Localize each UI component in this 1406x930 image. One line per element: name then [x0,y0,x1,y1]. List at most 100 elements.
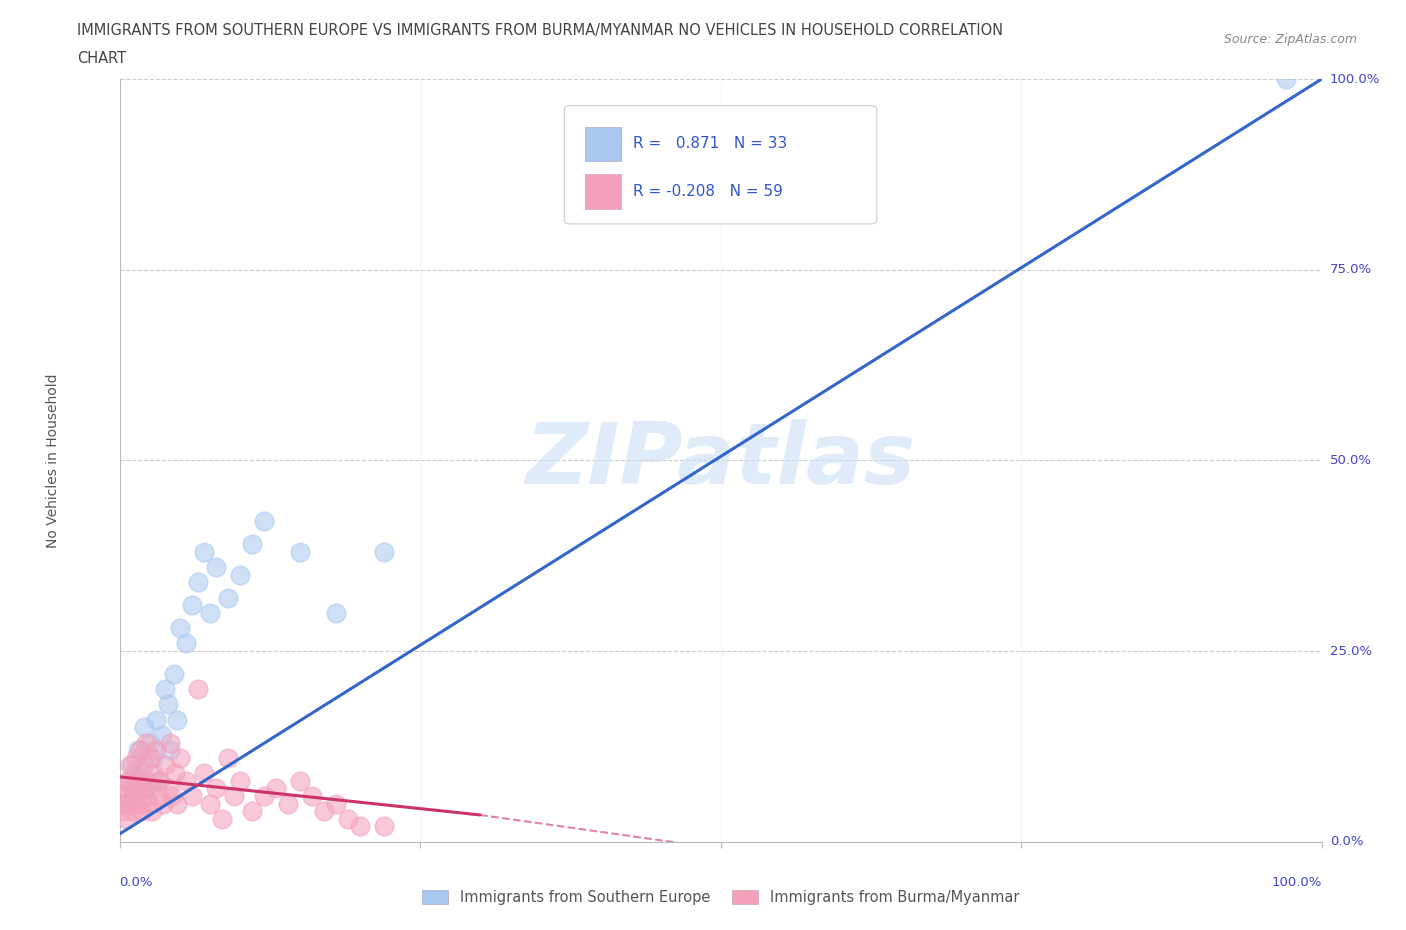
Point [118,773,141,788]
Text: R = -0.208   N = 59: R = -0.208 N = 59 [633,183,783,199]
Point [1274,72,1296,86]
Point [114,789,136,804]
Point [159,735,181,750]
Point [135,781,157,796]
Point [156,697,179,711]
Point [325,605,347,620]
Point [163,765,186,780]
Point [264,781,287,796]
Point [120,758,142,773]
Text: 25.0%: 25.0% [1330,644,1372,658]
Point [301,789,323,804]
Text: CHART: CHART [77,51,127,66]
Text: Source: ZipAtlas.com: Source: ZipAtlas.com [1223,33,1357,46]
Point [240,537,263,551]
Point [127,773,149,788]
Point [112,804,135,818]
Text: 50.0%: 50.0% [1330,454,1372,467]
Legend: Immigrants from Southern Europe, Immigrants from Burma/Myanmar: Immigrants from Southern Europe, Immigra… [416,884,1025,910]
Point [146,773,169,788]
Point [162,667,184,682]
Point [121,781,143,796]
FancyBboxPatch shape [564,106,877,224]
Point [121,758,143,773]
Point [166,712,188,727]
Point [131,804,153,818]
Point [162,789,184,804]
Point [149,773,172,788]
Point [349,819,371,834]
Point [180,598,202,613]
Text: 0.0%: 0.0% [120,876,153,889]
Point [118,796,141,811]
Point [125,751,148,765]
Point [169,620,191,635]
Point [312,804,335,818]
Point [153,758,176,773]
Point [145,712,167,727]
Point [139,781,162,796]
Point [217,751,239,765]
Point [193,544,215,559]
Point [198,796,221,811]
Point [138,735,160,750]
Point [198,605,221,620]
Point [136,773,159,788]
Point [193,765,215,780]
FancyBboxPatch shape [585,127,621,162]
Point [153,682,176,697]
Point [253,514,276,529]
Point [166,796,188,811]
FancyBboxPatch shape [585,175,621,208]
Point [124,789,146,804]
Point [132,758,155,773]
Point [145,743,167,758]
Point [217,591,239,605]
Point [211,811,233,826]
Point [240,804,263,818]
Point [159,743,181,758]
Point [288,773,311,788]
Point [135,735,157,750]
Point [169,751,191,765]
Point [138,751,160,765]
Point [277,796,299,811]
Point [132,720,155,735]
Point [142,765,165,780]
Text: 75.0%: 75.0% [1330,263,1372,276]
Point [128,796,150,811]
Text: IMMIGRANTS FROM SOUTHERN EUROPE VS IMMIGRANTS FROM BURMA/MYANMAR NO VEHICLES IN : IMMIGRANTS FROM SOUTHERN EUROPE VS IMMIG… [77,23,1004,38]
Point [141,804,163,818]
Text: ZIPatlas: ZIPatlas [526,418,915,502]
Point [150,727,173,742]
Point [114,796,136,811]
Point [174,773,197,788]
Text: No Vehicles in Household: No Vehicles in Household [46,373,60,548]
Point [187,682,209,697]
Point [204,560,226,575]
Point [142,751,165,765]
Point [204,781,226,796]
Point [152,796,174,811]
Point [288,544,311,559]
Point [115,811,138,826]
Point [373,819,395,834]
Point [336,811,359,826]
Text: R =   0.871   N = 33: R = 0.871 N = 33 [633,137,787,152]
Point [325,796,347,811]
Text: 0.0%: 0.0% [1330,835,1364,848]
Point [122,765,145,780]
Point [129,743,152,758]
Point [134,789,156,804]
Point [174,636,197,651]
Point [112,781,135,796]
Text: 100.0%: 100.0% [1271,876,1322,889]
Point [129,781,152,796]
Point [156,781,179,796]
Point [138,796,160,811]
Point [122,789,145,804]
Point [373,544,395,559]
Point [117,773,139,788]
Point [127,743,149,758]
Point [253,789,276,804]
